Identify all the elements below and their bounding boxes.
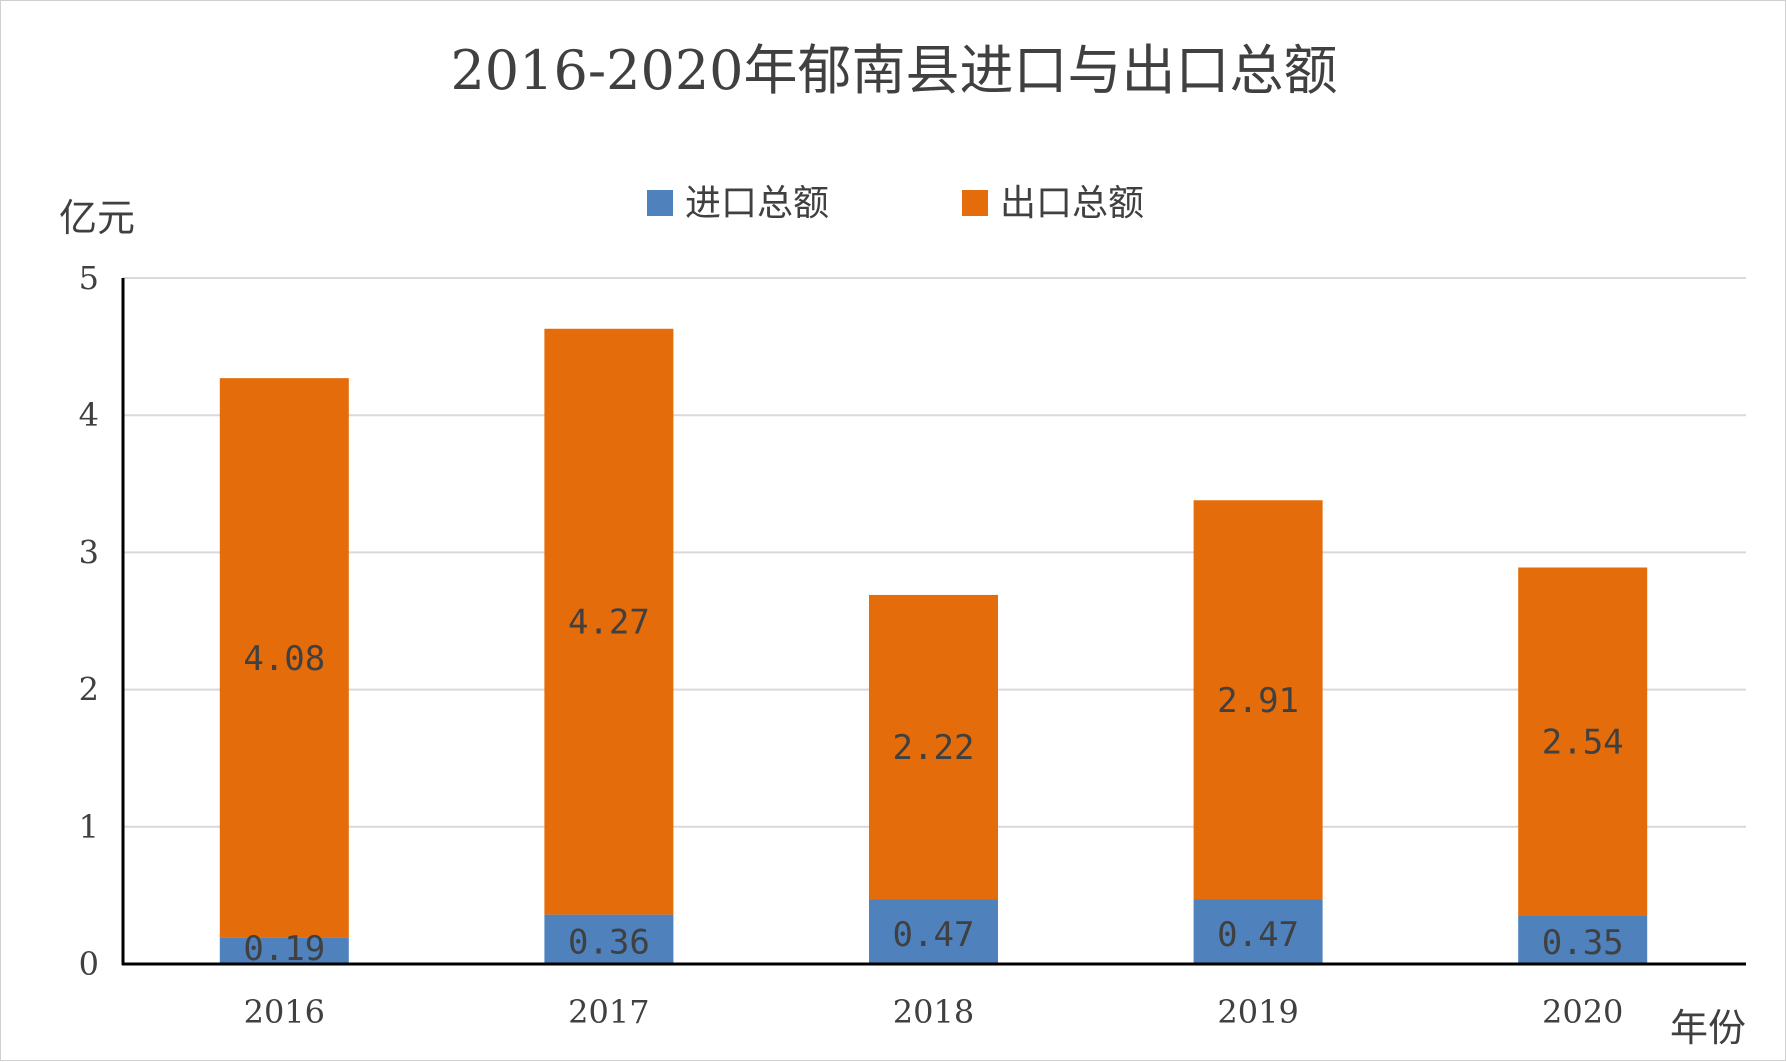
legend-swatch-exports (962, 190, 988, 216)
axes (121, 278, 1746, 966)
x-tick-label: 2019 (1217, 993, 1298, 1031)
bar-imports (1193, 899, 1323, 964)
bar-exports (544, 328, 674, 915)
chart-title: 2016-2020年郁南县进口与出口总额 (450, 39, 1337, 102)
x-axis-ticks: 2016 2017 2018 2019 2020 (244, 993, 1624, 1031)
data-label-imports: 0.35 (1542, 923, 1624, 963)
y-tick-label: 0 (79, 945, 99, 983)
y-tick-label: 4 (79, 396, 99, 434)
x-tick-label: 2018 (893, 993, 974, 1031)
data-label-exports: 4.27 (568, 603, 650, 643)
data-label-exports: 2.91 (1217, 681, 1299, 721)
data-labels: 0.19 4.08 0.36 4.27 0.47 2.22 0.47 2.91 0.35 2.54 (243, 603, 1623, 969)
x-axis-unit-label: 年份 (1670, 1006, 1746, 1050)
y-tick-label: 1 (79, 808, 99, 846)
bar-exports (219, 378, 349, 938)
bar-imports (869, 899, 998, 964)
bars (219, 328, 1648, 964)
legend-label-exports: 出口总额 (1000, 183, 1144, 224)
data-label-imports: 0.36 (568, 922, 650, 962)
y-tick-label: 3 (79, 533, 99, 571)
y-axis-ticks: 0 1 2 3 4 5 (79, 259, 99, 983)
data-label-exports: 2.54 (1542, 723, 1624, 763)
data-label-imports: 0.47 (1217, 915, 1299, 955)
bar-exports (1193, 500, 1323, 900)
x-tick-label: 2016 (244, 993, 325, 1031)
y-tick-label: 2 (79, 671, 99, 709)
gridlines (123, 277, 1746, 828)
data-label-imports: 0.47 (893, 915, 975, 955)
legend-label-imports: 进口总额 (685, 183, 829, 224)
bar-imports (219, 937, 349, 964)
x-tick-label: 2020 (1542, 993, 1623, 1031)
bar-exports (869, 594, 998, 900)
bar-exports (1518, 567, 1648, 916)
data-label-exports: 2.22 (893, 728, 975, 768)
bar-imports (544, 914, 674, 964)
legend-swatch-imports (647, 190, 673, 216)
bar-imports (1518, 915, 1648, 964)
data-label-imports: 0.19 (243, 929, 325, 969)
x-tick-label: 2017 (568, 993, 649, 1031)
data-label-exports: 4.08 (243, 639, 325, 679)
legend: 进口总额 出口总额 (647, 183, 1144, 224)
y-axis-unit-label: 亿元 (59, 196, 135, 240)
y-tick-label: 5 (79, 259, 99, 297)
